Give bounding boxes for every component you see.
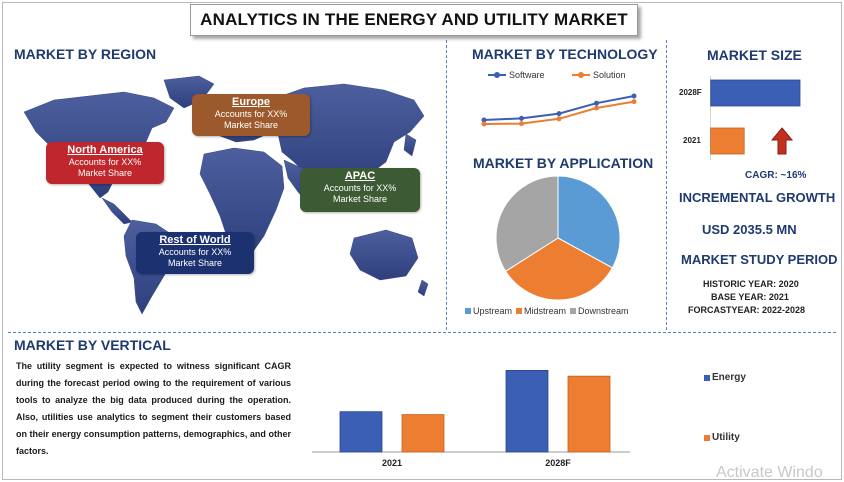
callout-apac-share: Accounts for XX% <box>323 183 397 193</box>
map-japan <box>403 133 417 157</box>
market-size-bar-chart <box>710 76 801 160</box>
cagr-text: CAGR: ~16% <box>745 170 807 181</box>
technology-line-chart <box>481 93 637 127</box>
map-new-zealand <box>417 279 429 297</box>
region-heading: MARKET BY REGION <box>14 46 157 62</box>
base-year: BASE YEAR: 2021 <box>711 292 789 302</box>
market-size-label-2021: 2021 <box>683 136 701 145</box>
growth-arrow-icon <box>770 127 794 155</box>
vertical-bar-utility-2028f <box>567 375 611 453</box>
historic-year: HISTORIC YEAR: 2020 <box>703 279 799 289</box>
market-size-bar-2021 <box>710 127 745 155</box>
legend-software-line <box>488 72 506 78</box>
application-pie-chart <box>495 175 621 301</box>
map-africa <box>199 147 285 261</box>
legend-utility-swatch <box>704 434 710 441</box>
legend-midstream-swatch <box>516 308 523 314</box>
callout-north-america-title: North America <box>67 144 143 156</box>
vertical-bar-energy-2028f <box>505 369 549 453</box>
technology-heading: MARKET BY TECHNOLOGY <box>472 46 658 62</box>
title-box: ANALYTICS IN THE ENERGY AND UTILITY MARK… <box>190 4 638 36</box>
callout-apac-share2: Market Share <box>332 194 388 204</box>
pie-slice-midstream <box>504 237 614 301</box>
legend-downstream-swatch <box>570 308 577 314</box>
application-legend: Upstream Midstream Downstream <box>465 306 629 316</box>
pie-slice-downstream <box>495 175 559 272</box>
growth-value: USD 2035.5 MN <box>702 222 797 237</box>
legend-upstream-swatch <box>465 308 471 314</box>
legend-downstream-label: Downstream <box>578 306 629 316</box>
vertical-tick-2028f: 2028F <box>545 458 571 468</box>
divider-tech <box>666 40 667 330</box>
legend-upstream: Upstream <box>465 306 512 316</box>
tech-point-software-0 <box>481 117 487 123</box>
tech-point-solution-2 <box>556 116 562 122</box>
callout-north-america-share2: Market Share <box>77 168 133 178</box>
divider-vertical <box>8 332 836 333</box>
callout-apac-title: APAC <box>344 170 376 182</box>
legend-software: Software <box>488 70 545 80</box>
callout-rest-of-world-share: Accounts for XX% <box>158 247 232 257</box>
divider-region <box>446 40 447 330</box>
tech-point-software-3 <box>594 100 599 106</box>
map-central-america <box>101 197 133 225</box>
legend-solution-label: Solution <box>593 70 626 80</box>
callout-europe-share2: Market Share <box>223 120 279 130</box>
tech-point-software-2 <box>556 111 562 117</box>
forecast-year: FORCASTYEAR: 2022-2028 <box>688 305 806 315</box>
market-size-bar-2028f <box>710 79 801 107</box>
callout-rest-of-world: Rest of World Accounts for XX% Market Sh… <box>136 232 254 274</box>
tech-point-software-1 <box>519 115 524 121</box>
legend-solution-line <box>572 72 590 78</box>
legend-energy: Energy <box>704 372 746 383</box>
legend-midstream: Midstream <box>516 306 566 316</box>
callout-north-america-share: Accounts for XX% <box>68 157 142 167</box>
tech-point-solution-1 <box>519 121 524 127</box>
growth-heading: INCREMENTAL GROWTH <box>679 190 836 205</box>
map-australia <box>349 229 419 281</box>
vertical-bar-utility-2021 <box>401 414 445 453</box>
callout-rest-of-world-title: Rest of World <box>159 234 231 246</box>
legend-energy-label: Energy <box>712 372 746 383</box>
callout-north-america: North America Accounts for XX% Market Sh… <box>46 142 164 184</box>
callout-apac: APAC Accounts for XX% Market Share <box>300 168 420 212</box>
page-title: ANALYTICS IN THE ENERGY AND UTILITY MARK… <box>200 10 628 29</box>
vertical-heading: MARKET BY VERTICAL <box>14 337 171 353</box>
market-size-label-2028f: 2028F <box>679 88 702 97</box>
pie-slice-upstream <box>557 175 621 269</box>
legend-utility: Utility <box>704 432 740 443</box>
legend-solution: Solution <box>572 70 626 80</box>
callout-europe-title: Europe <box>232 96 270 108</box>
legend-downstream: Downstream <box>570 306 629 316</box>
market-size-heading: MARKET SIZE <box>707 47 802 63</box>
callout-europe: Europe Accounts for XX% Market Share <box>192 94 310 136</box>
legend-midstream-label: Midstream <box>524 306 567 316</box>
watermark-text: Activate Windo <box>716 464 823 481</box>
vertical-bar-energy-2021 <box>339 411 383 453</box>
legend-energy-swatch <box>704 374 710 381</box>
vertical-tick-2021: 2021 <box>382 458 402 468</box>
tech-point-solution-3 <box>594 105 599 111</box>
vertical-description: The utility segment is expected to witne… <box>16 361 291 456</box>
callout-rest-of-world-share2: Market Share <box>167 258 223 268</box>
tech-point-software-4 <box>631 93 637 99</box>
tech-point-solution-4 <box>631 99 637 105</box>
legend-software-label: Software <box>509 70 545 80</box>
callout-europe-share: Accounts for XX% <box>214 109 288 119</box>
study-heading: MARKET STUDY PERIOD <box>681 252 838 267</box>
legend-utility-label: Utility <box>712 432 740 443</box>
legend-upstream-label: Upstream <box>473 306 513 316</box>
tech-point-solution-0 <box>481 121 487 127</box>
vertical-bar-chart: 2021 2028F <box>312 369 630 468</box>
application-heading: MARKET BY APPLICATION <box>473 155 654 171</box>
